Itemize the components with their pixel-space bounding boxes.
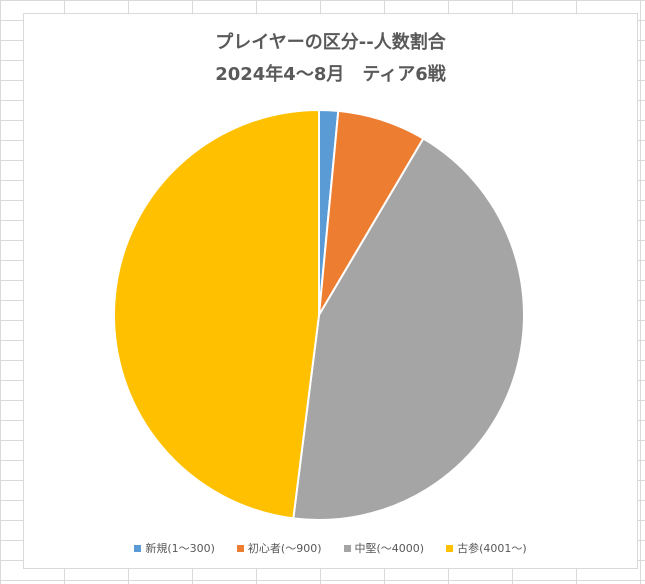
legend-label: 初心者(～900) xyxy=(247,542,322,555)
pie-slice[interactable] xyxy=(112,108,320,520)
legend-entry: 初心者(～900) xyxy=(236,540,322,556)
legend-entry: 古参(4001～) xyxy=(446,540,527,556)
pie-slice[interactable] xyxy=(292,137,525,521)
legend-entry: 新規(1～300) xyxy=(134,540,215,556)
pie-plot xyxy=(112,108,525,521)
chart-area[interactable]: プレイヤーの区分--人数割合 2024年4～8月 ティア6戦 新規(1～300)… xyxy=(23,13,638,569)
legend-entry: 中堅(～4000) xyxy=(343,540,425,556)
legend-swatch xyxy=(343,544,351,552)
legend-swatch xyxy=(134,544,142,552)
legend-swatch xyxy=(446,544,454,552)
chart-subtitle: 2024年4～8月 ティア6戦 xyxy=(215,64,446,85)
legend-label: 中堅(～4000) xyxy=(354,542,425,555)
legend-label: 古参(4001～) xyxy=(457,542,527,555)
legend-swatch xyxy=(236,544,244,552)
chart-title: プレイヤーの区分--人数割合 xyxy=(215,32,446,53)
chart-legend: 新規(1～300) 初心者(～900) 中堅(～4000) 古参(4001～) xyxy=(24,540,637,556)
legend-label: 新規(1～300) xyxy=(145,542,215,555)
